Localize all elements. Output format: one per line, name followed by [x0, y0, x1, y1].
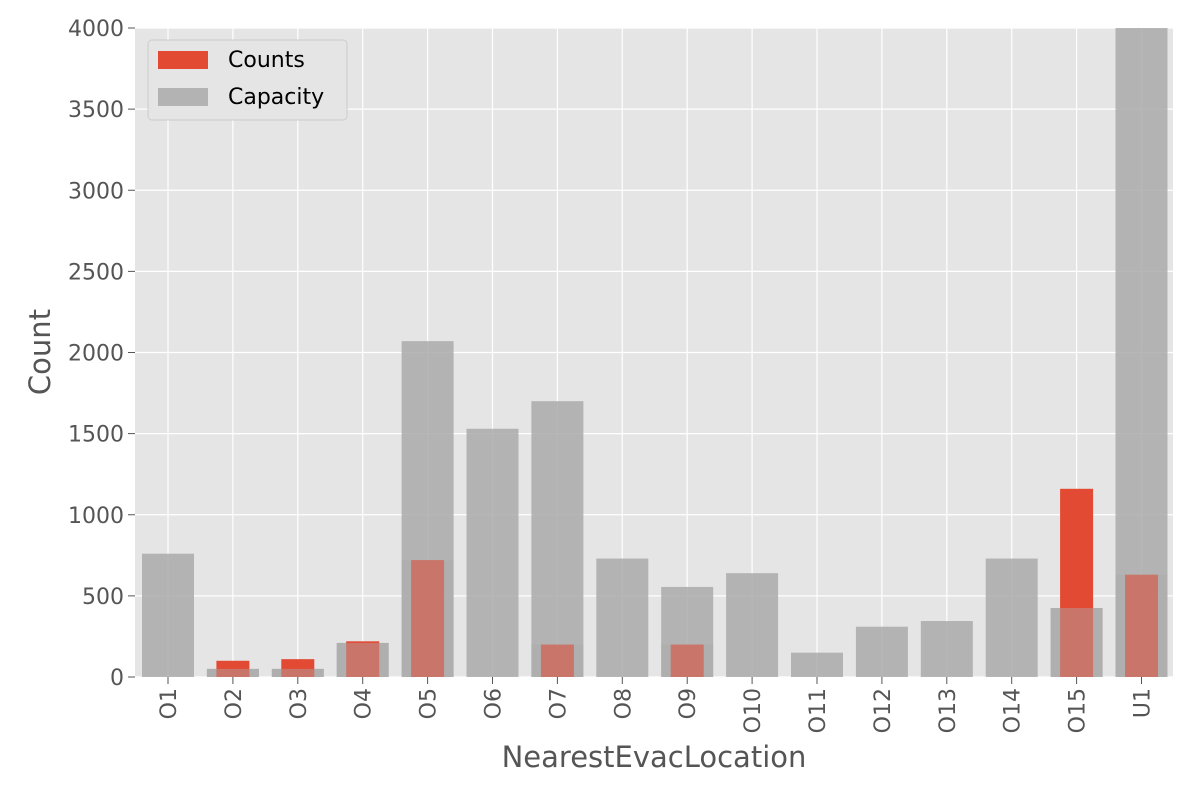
x-tick-label: O7 [546, 688, 571, 719]
x-tick-label: O4 [352, 688, 377, 719]
x-tick-label: O12 [871, 688, 896, 733]
x-tick-label: O5 [417, 688, 442, 719]
counts-bar-U1 [1125, 574, 1158, 677]
x-axis-label: NearestEvacLocation [502, 740, 807, 774]
y-tick-labels: 0 500 1000 1500 2000 2500 3000 3500 4000 [68, 17, 135, 691]
capacity-bars [142, 28, 1168, 677]
y-tick-label: 2500 [68, 260, 124, 285]
x-tick-label: O6 [482, 688, 507, 719]
x-tick-label: O14 [1001, 688, 1026, 733]
counts-bar-O3 [281, 659, 315, 677]
counts-bar-O2 [216, 660, 250, 677]
y-tick-label: 500 [82, 585, 124, 610]
capacity-bar-O10 [726, 573, 779, 677]
legend-swatch-counts [158, 51, 208, 69]
capacity-bar-O12 [855, 626, 908, 677]
capacity-overlay-O4 [336, 642, 389, 677]
capacity-bar-U1 [1115, 28, 1168, 677]
y-tick-label: 4000 [68, 17, 124, 42]
counts-bar-O4 [346, 641, 380, 677]
capacity-overlay-O3 [271, 668, 324, 677]
legend-label-capacity: Capacity [228, 85, 324, 110]
counts-bars [216, 488, 1158, 677]
counts-bar-O7 [540, 644, 574, 677]
x-tick-label: U1 [1131, 688, 1156, 718]
capacity-bar-O1 [142, 553, 194, 677]
x-tick-label: O15 [1066, 688, 1091, 733]
y-tick-label: 1000 [68, 504, 124, 529]
y-tick-label: 3500 [68, 98, 124, 123]
counts-bar-O9 [670, 644, 704, 677]
capacity-overlay-O2 [206, 668, 259, 677]
x-tick-label: O1 [157, 688, 182, 719]
x-tick-labels: O1 O2 O3 O4 O5 O6 O7 O8 O9 O10 O11 O12 O13 O14 O15 U1 [157, 677, 1156, 733]
capacity-overlay-O9 [661, 644, 714, 677]
counts-bar-O5 [411, 560, 445, 677]
y-tick-label: 0 [110, 666, 124, 691]
capacity-bar-O7 [531, 401, 584, 677]
x-tick-label: O8 [611, 688, 636, 719]
legend: Counts Capacity [147, 39, 348, 121]
capacity-overlay-O7 [531, 644, 584, 677]
x-tick-label: O11 [806, 688, 831, 733]
capacity-bar-O13 [920, 621, 973, 677]
counts-bar-O15 [1060, 488, 1094, 677]
capacity-bar-O6 [466, 428, 519, 677]
legend-label-counts: Counts [228, 48, 305, 73]
x-tick-label: O2 [222, 688, 247, 719]
y-axis-label: Count [23, 309, 57, 395]
x-tick-label: O3 [287, 688, 312, 719]
y-tick-label: 3000 [68, 179, 124, 204]
legend-swatch-capacity [158, 88, 208, 106]
y-tick-label: 1500 [68, 423, 124, 448]
capacity-bar-O8 [596, 558, 649, 677]
x-tick-label: O9 [676, 688, 701, 719]
capacity-bar-O14 [985, 558, 1038, 677]
capacity-overlay-U1 [1115, 574, 1168, 677]
capacity-overlay-O15 [1050, 608, 1103, 677]
x-tick-label: O13 [936, 688, 961, 733]
capacity-overlay-O5 [401, 560, 454, 677]
x-tick-label: O10 [741, 688, 766, 733]
capacity-bar-O11 [791, 652, 843, 677]
y-tick-label: 2000 [68, 342, 124, 367]
